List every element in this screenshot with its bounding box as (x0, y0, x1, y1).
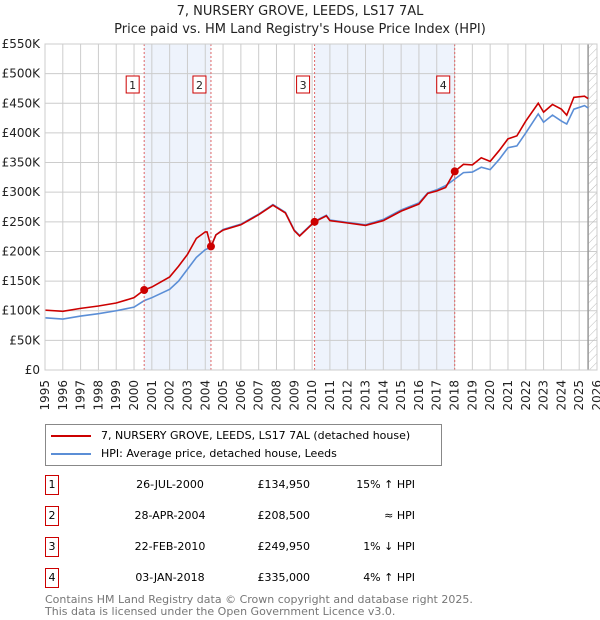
sale-number: 1 (45, 475, 59, 495)
sale-marker-number: 4 (440, 79, 447, 92)
sale-number: 4 (45, 568, 59, 588)
sale-hpi-diff: 15% ↑ HPI (356, 478, 415, 491)
x-tick-label: 2007 (252, 380, 266, 411)
y-tick-label: £500K (2, 67, 42, 81)
legend-line-blue (51, 452, 91, 455)
sale-number: 2 (45, 506, 59, 526)
sale-point (310, 217, 319, 226)
sale-point (206, 242, 215, 251)
x-tick-label: 2024 (554, 380, 568, 411)
sale-marker-box (436, 75, 451, 94)
sale-point (140, 286, 149, 295)
x-tick-label: 2009 (287, 380, 301, 411)
y-tick-label: £0 (25, 363, 40, 377)
sale-hpi-diff: 4% ↑ HPI (363, 571, 415, 584)
shaded-period (144, 44, 211, 370)
x-tick-label: 2016 (412, 380, 426, 411)
y-tick-label: £350K (2, 156, 42, 170)
sale-marker-number: 1 (129, 79, 136, 92)
sale-marker-number: 2 (196, 79, 203, 92)
sale-date: 22-FEB-2010 (134, 540, 206, 553)
x-tick-label: 2013 (359, 380, 373, 411)
x-tick-label: 2002 (163, 380, 177, 411)
x-tick-label: 1996 (56, 380, 70, 411)
sale-row: 4 03-JAN-2018 £335,000 4% ↑ HPI (45, 568, 415, 590)
x-tick-label: 2012 (341, 380, 355, 411)
sale-price: £335,000 (257, 571, 311, 584)
x-tick-label: 2008 (269, 380, 283, 411)
sale-row: 3 22-FEB-2010 £249,950 1% ↓ HPI (45, 537, 415, 559)
x-tick-label: 1998 (91, 380, 105, 411)
sale-marker-box (296, 75, 311, 94)
x-tick-label: 2023 (537, 380, 551, 411)
x-tick-label: 2025 (572, 380, 586, 411)
x-tick-label: 1995 (38, 380, 52, 411)
x-tick-label: 2021 (501, 380, 515, 411)
sale-row: 1 26-JUL-2000 £134,950 15% ↑ HPI (45, 475, 415, 497)
x-tick-label: 2011 (323, 380, 337, 411)
footer-line: This data is licensed under the Open Gov… (45, 605, 396, 618)
legend-label: 7, NURSERY GROVE, LEEDS, LS17 7AL (detac… (101, 429, 411, 442)
sale-price: £249,950 (257, 540, 311, 553)
x-tick-label: 2014 (376, 380, 390, 411)
sale-number: 3 (45, 537, 59, 557)
sale-point (450, 167, 459, 176)
x-tick-label: 2015 (394, 380, 408, 411)
sale-date: 03-JAN-2018 (135, 571, 205, 584)
legend-item-hpi: HPI: Average price, detached house, Leed… (51, 447, 337, 460)
y-tick-label: £200K (2, 244, 42, 258)
sale-row: 2 28-APR-2004 £208,500 ≈ HPI (45, 506, 415, 528)
y-tick-label: £400K (2, 126, 42, 140)
sale-date: 26-JUL-2000 (136, 478, 204, 491)
x-tick-label: 2001 (145, 380, 159, 411)
x-tick-label: 2026 (590, 380, 600, 411)
plot-border (44, 43, 598, 371)
legend-item-property: 7, NURSERY GROVE, LEEDS, LS17 7AL (detac… (51, 429, 410, 442)
y-tick-label: £150K (2, 274, 42, 288)
x-tick-label: 2019 (465, 380, 479, 411)
y-tick-label: £50K (9, 333, 41, 347)
x-tick-label: 2000 (127, 380, 141, 411)
x-tick-label: 2006 (234, 380, 248, 411)
sale-price: £134,950 (257, 478, 311, 491)
x-tick-label: 2020 (483, 380, 497, 411)
chart-title: 7, NURSERY GROVE, LEEDS, LS17 7AL (176, 4, 424, 19)
x-tick-label: 1999 (109, 380, 123, 411)
property-price-line (44, 95, 589, 313)
x-tick-label: 1997 (74, 380, 88, 411)
sale-hpi-diff: 1% ↓ HPI (363, 540, 415, 553)
y-tick-label: £250K (2, 215, 42, 229)
y-tick-label: £300K (2, 185, 42, 199)
x-tick-label: 2010 (305, 380, 319, 411)
footer-line: Contains HM Land Registry data © Crown c… (45, 593, 473, 606)
sale-marker-number: 3 (300, 79, 307, 92)
chart-subtitle: Price paid vs. HM Land Registry's House … (114, 22, 486, 37)
legend-label: HPI: Average price, detached house, Leed… (101, 447, 337, 460)
shaded-period (314, 44, 455, 370)
x-tick-label: 2005 (216, 380, 230, 411)
x-tick-label: 2004 (198, 380, 212, 411)
sale-marker-box (125, 75, 140, 94)
x-tick-label: 2017 (430, 380, 444, 411)
x-tick-label: 2018 (448, 380, 462, 411)
sale-marker-box (192, 75, 207, 94)
sale-hpi-diff: ≈ HPI (384, 509, 415, 522)
plot-area: £0 £50K £100K £150K £200K £250K £300K £350K £400… (2, 37, 600, 411)
legend-line-red (51, 434, 91, 437)
x-tick-label: 2022 (519, 380, 533, 411)
future-hatched-region (588, 44, 597, 370)
sale-price: £208,500 (257, 509, 311, 522)
y-tick-label: £100K (2, 304, 42, 318)
y-tick-label: £450K (2, 96, 42, 110)
footer: Contains HM Land Registry data © Crown c… (45, 594, 473, 618)
x-tick-label: 2003 (180, 380, 194, 411)
legend: 7, NURSERY GROVE, LEEDS, LS17 7AL (detac… (45, 424, 442, 466)
sale-date: 28-APR-2004 (134, 509, 206, 522)
y-tick-label: £550K (2, 37, 42, 51)
